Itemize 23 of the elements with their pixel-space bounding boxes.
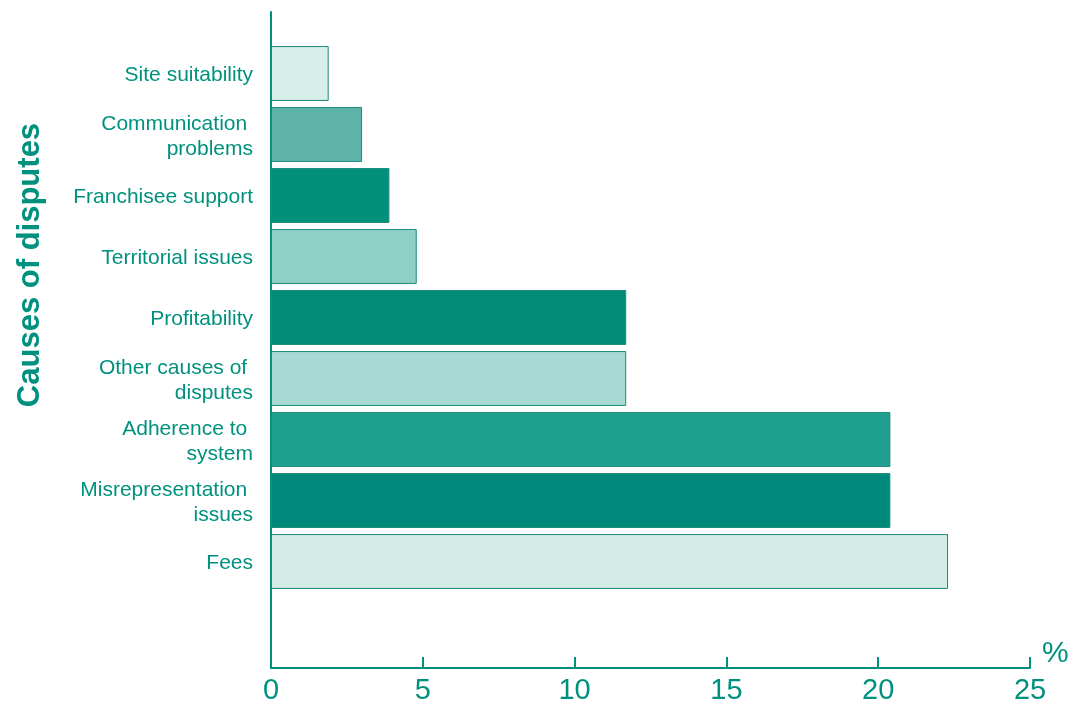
x-tick-label: 5 [414,672,431,705]
y-tick-label: Communication problems [101,110,253,159]
y-tick-label: Profitability [150,306,254,329]
y-axis-title: Causes of disputes [10,122,46,408]
x-tick-label: 25 [1013,672,1047,705]
y-tick-label: Adherence to system [122,415,253,464]
x-tick-label: 15 [710,672,743,705]
y-tick-label: Misrepresentation issues [80,476,253,525]
y-tick-label: Franchisee support [73,184,254,207]
y-tick-label: Site suitability [124,62,254,85]
y-tick-label: Fees [206,550,253,573]
x-tick-label: 0 [262,672,280,705]
bar [271,534,949,589]
bar [271,107,363,162]
bar [271,46,329,101]
bar [271,229,417,284]
y-tick-label: Other causes of disputes [98,354,253,403]
y-tick-label: Territorial issues [101,245,253,268]
bar [271,412,891,467]
x-tick-label: 10 [558,672,591,705]
x-axis-title: % [1042,634,1069,668]
bar [271,351,627,406]
x-tick-label: 20 [862,672,895,705]
